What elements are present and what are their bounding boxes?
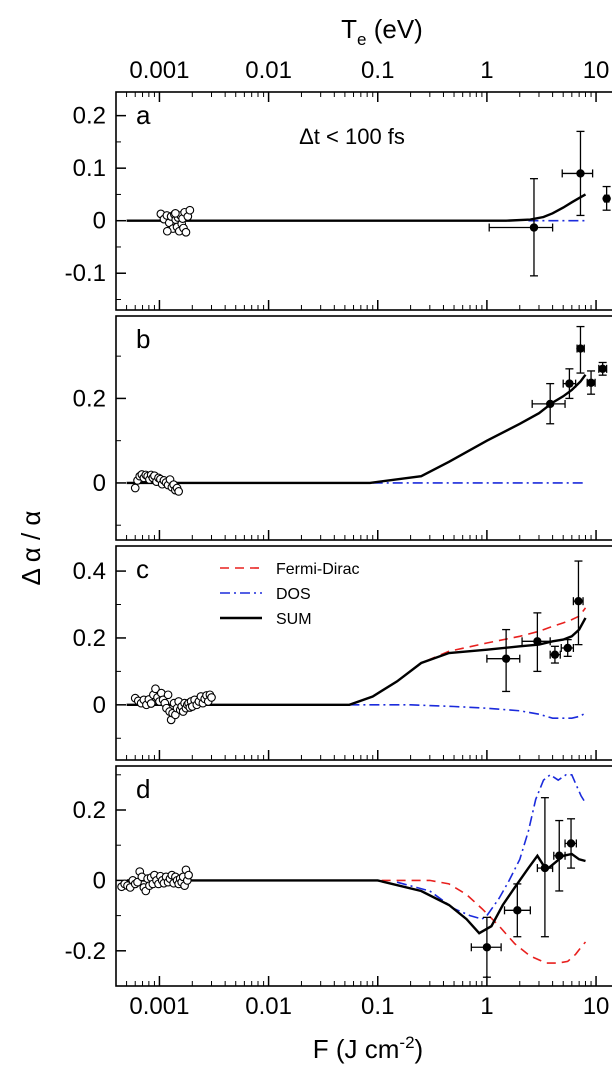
y-tick-label: -0.1 [65, 260, 106, 287]
open-data-point [146, 699, 156, 708]
panel-annotation: Δt < 100 fs [299, 124, 405, 149]
y-tick-label: 0.4 [73, 558, 106, 585]
filled-data-point [576, 169, 585, 178]
filled-data-point [598, 364, 607, 374]
panel-frame [115, 315, 612, 541]
y-tick-label: 0 [93, 692, 106, 719]
open-data-point [151, 684, 160, 694]
top-axis-title: Te (eV) [341, 14, 423, 49]
panel-frame [115, 765, 612, 987]
panel-frame [115, 91, 612, 311]
y-tick-label: 0 [93, 470, 106, 497]
filled-data-point [602, 194, 611, 203]
filled-data-point [563, 643, 572, 653]
x-axis-title: F (J cm-2) [313, 1033, 423, 1064]
x-tick-label: 1 [480, 993, 493, 1020]
panel-letter: d [136, 774, 150, 804]
open-data-point [163, 690, 173, 700]
panel-letter: c [136, 554, 149, 584]
legend: Fermi-Dirac DOS SUM [220, 561, 360, 628]
filled-data-point [586, 378, 596, 387]
open-data-point [130, 483, 140, 493]
panel-a: -0.1 0 0.1 0.2 a Δt < 100 fs [65, 91, 612, 311]
x-tick-label: 0.01 [245, 993, 292, 1020]
open-data-point [171, 208, 180, 218]
curve-dos [349, 703, 586, 720]
curve-sum [126, 193, 587, 222]
panel-c: 0 0.2 0.4 c Fermi-Dirac DOS SUM [73, 545, 612, 761]
open-data-point [185, 205, 195, 215]
filled-data-point [540, 863, 550, 873]
filled-data-point [513, 906, 522, 915]
y-tick-label: 0 [93, 867, 106, 894]
x-tick-label: 0.001 [129, 993, 189, 1020]
y-tick-label: 0.2 [73, 385, 106, 412]
panel-d: -0.2 0 0.2 d [65, 765, 612, 987]
curve-sum [126, 852, 586, 935]
y-tick-label: -0.2 [65, 938, 106, 965]
curve-dos [396, 773, 587, 920]
top-tick-label: 0.1 [361, 57, 394, 84]
y-tick-label: 0.2 [73, 103, 106, 130]
top-tick-label: 1 [480, 57, 493, 84]
top-tick-label: 0.001 [129, 57, 189, 84]
y-axis-title: Δ α / α [16, 511, 46, 586]
y-tick-label: 0 [93, 208, 106, 235]
filled-data-point [566, 839, 576, 848]
legend-label: Fermi-Dirac [276, 561, 360, 578]
filled-data-point [576, 344, 585, 353]
filled-data-point [501, 654, 511, 663]
filled-data-point [533, 637, 542, 646]
panel-letter: a [136, 100, 151, 130]
open-data-point [181, 227, 191, 237]
y-tick-label: 0.2 [73, 797, 106, 824]
filled-data-point [545, 399, 555, 409]
open-data-point [207, 693, 216, 702]
filled-data-point [565, 379, 574, 388]
panel-b: 0 0.2 b [73, 315, 612, 541]
legend-label: SUM [276, 611, 312, 628]
filled-data-point [550, 650, 560, 659]
y-tick-label: 0.2 [73, 625, 106, 652]
panel-frame [115, 545, 612, 761]
curve-fermi-dirac [126, 879, 587, 964]
open-data-point [184, 870, 193, 880]
panel-letter: b [136, 324, 150, 354]
y-tick-label: 0.1 [73, 155, 106, 182]
filled-data-point [574, 596, 583, 606]
top-tick-label: 10 [583, 57, 610, 84]
curve-sum [126, 617, 587, 706]
open-data-point [174, 487, 184, 496]
open-data-point [162, 226, 172, 236]
x-tick-label: 10 [583, 993, 610, 1020]
curve-sum [126, 373, 587, 485]
panels: -0.1 0 0.1 0.2 a Δt < 100 fs 0 0.2 b 0 0.2 0.4 c Ferm… [65, 91, 612, 987]
x-tick-label: 0.1 [361, 993, 394, 1020]
filled-data-point [555, 851, 564, 860]
filled-data-point [482, 943, 492, 952]
filled-data-point [529, 223, 539, 232]
legend-label: DOS [276, 586, 311, 603]
top-tick-label: 0.01 [245, 57, 292, 84]
